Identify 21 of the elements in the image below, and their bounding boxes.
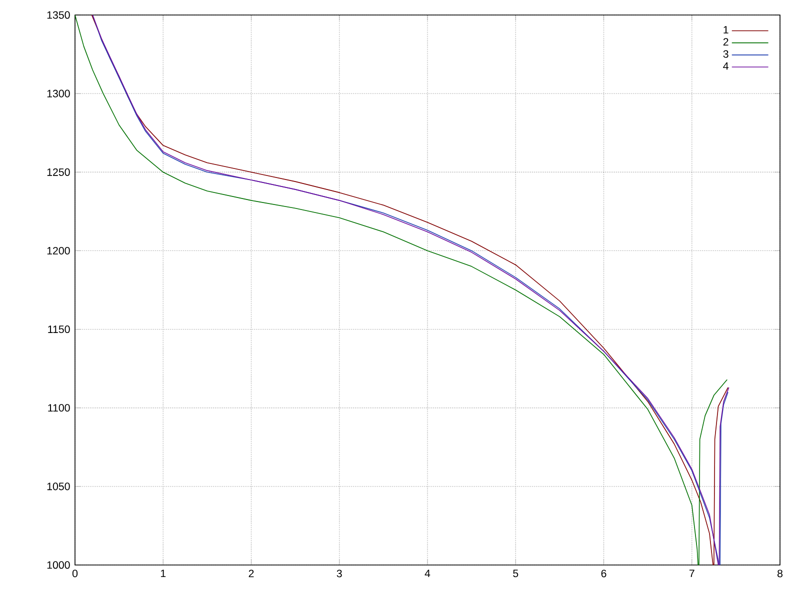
x-tick-label: 3 xyxy=(336,570,342,578)
y-tick-label: 1350 xyxy=(47,11,70,19)
x-tick-label: 4 xyxy=(424,570,430,578)
y-tick-label: 1300 xyxy=(47,90,70,98)
legend-label: 4 xyxy=(723,62,728,70)
x-tick-label: 5 xyxy=(513,570,518,578)
y-tick-label: 1150 xyxy=(48,326,70,334)
x-tick-label: 1 xyxy=(160,570,166,578)
legend-label: 2 xyxy=(723,38,728,46)
y-tick-label: 1050 xyxy=(47,482,70,490)
y-tick-label: 1250 xyxy=(47,168,70,176)
legend-label: 1 xyxy=(724,26,728,34)
y-tick-label: 1200 xyxy=(47,246,70,254)
x-tick-label: 0 xyxy=(72,570,78,578)
x-tick-label: 2 xyxy=(248,570,254,578)
x-tick-label: 6 xyxy=(601,570,606,578)
y-tick-label: 1100 xyxy=(48,404,70,412)
x-tick-label: 7 xyxy=(689,570,694,578)
y-tick-label: 1000 xyxy=(47,561,70,569)
x-tick-label: 8 xyxy=(778,570,782,578)
legend-label: 3 xyxy=(723,50,728,58)
